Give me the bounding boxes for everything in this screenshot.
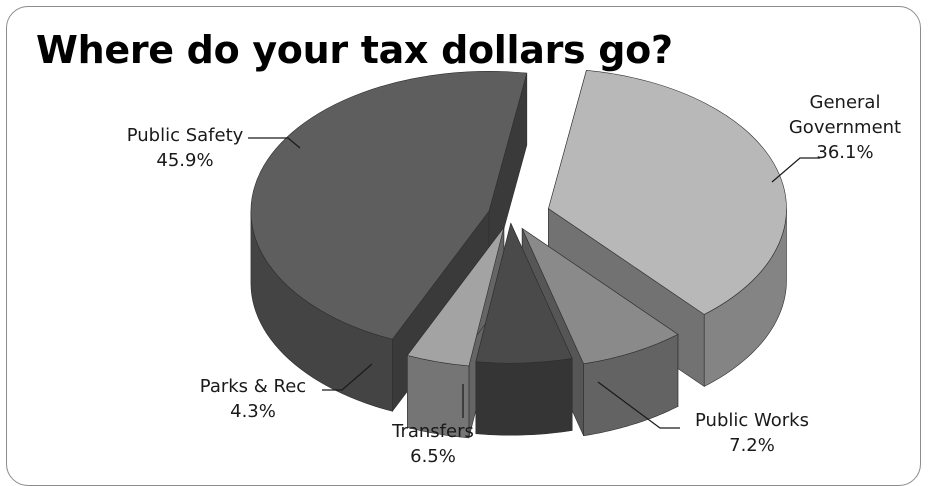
slice-transfers [475,222,573,364]
leader-line [771,157,820,183]
slice-label-name: Public Works [695,410,809,431]
leader-line [322,363,373,391]
chart-title: Where do your tax dollars go? [36,28,673,72]
slice-labels: General Government 36.1% Public Works 7.2% Tr… [127,92,901,467]
slice-label-name: General [810,92,881,113]
slice-label-name: Government [789,117,901,138]
slice-label-value: 45.9% [156,150,213,171]
slice-public-safety [250,71,528,340]
slice-parks-rec [406,227,505,367]
slice-label-value: 7.2% [729,435,775,456]
leader-line [597,381,680,429]
slice-label-value: 4.3% [230,401,276,422]
pie-tops [250,70,787,367]
slice-label-name: Transfers [391,421,474,442]
slice-label-value: 36.1% [816,142,873,163]
slice-label-name: Public Safety [127,125,244,146]
slice-public-works [521,227,679,365]
pie-chart: General Government 36.1% Public Works 7.2% Tr… [127,70,901,467]
slice-general-government [548,70,787,315]
slice-outer-wall [475,358,573,436]
leader-line [248,137,301,149]
slice-label-value: 6.5% [410,446,456,467]
slice-label-name: Parks & Rec [200,376,306,397]
